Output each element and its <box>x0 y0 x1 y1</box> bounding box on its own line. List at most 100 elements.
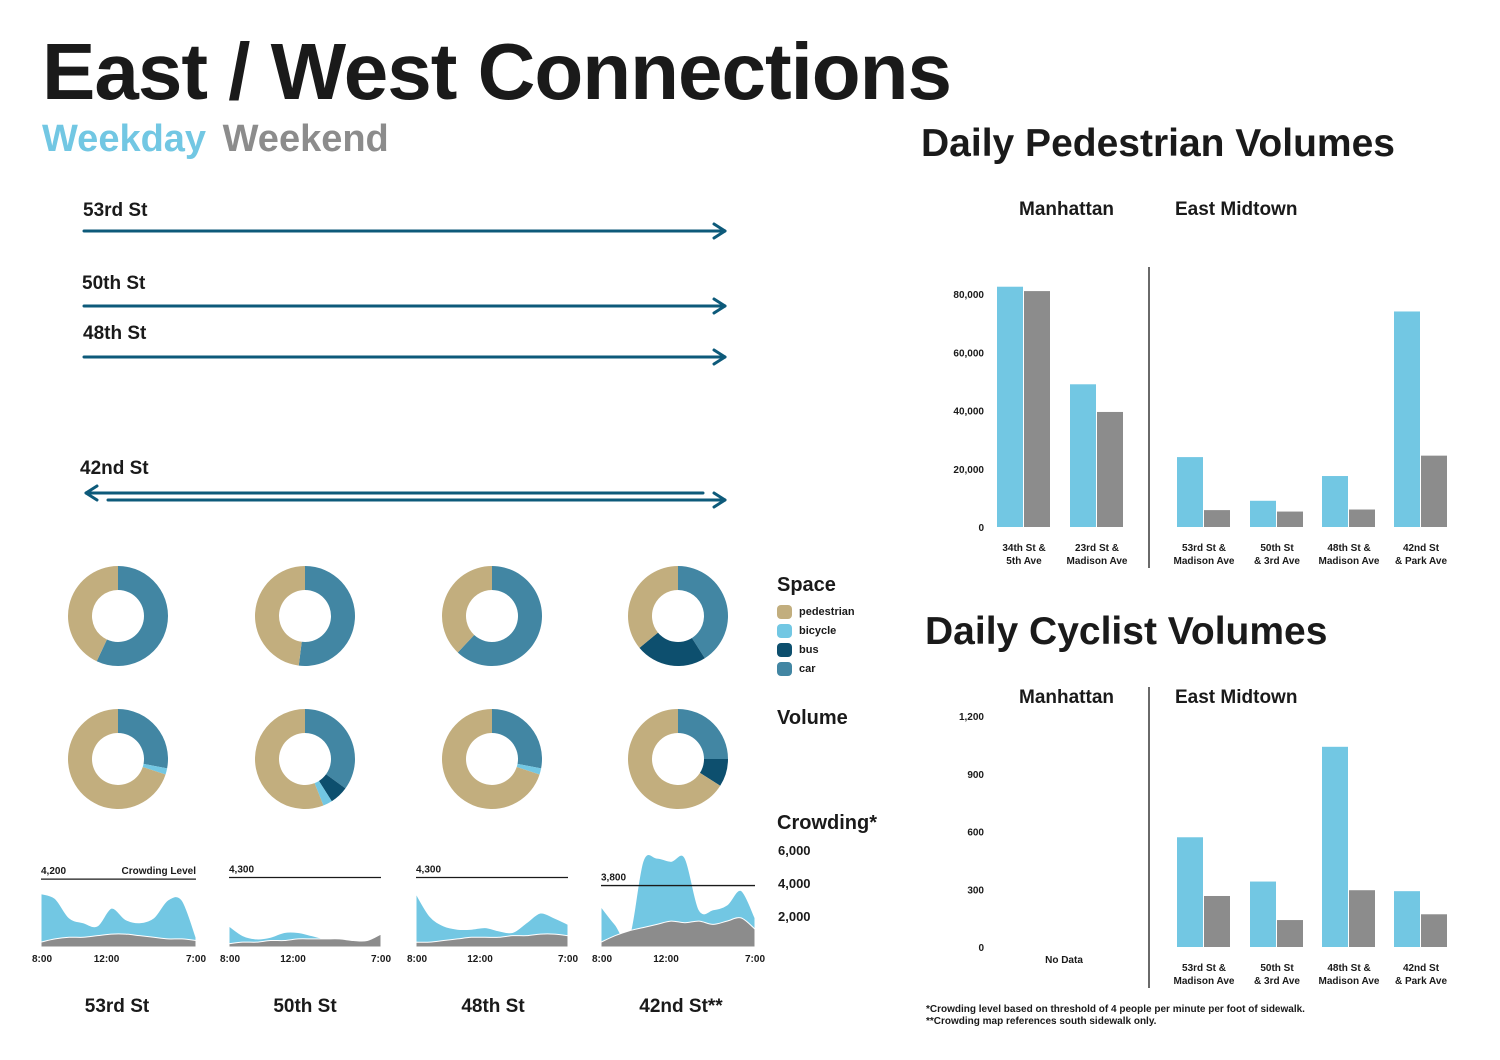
bar-weekday <box>1322 746 1348 947</box>
bar-weekend <box>1277 920 1303 947</box>
bar-weekend <box>1204 510 1230 527</box>
donut-slice-pedestrian <box>254 709 324 810</box>
y-tick-label: 60,000 <box>953 348 984 359</box>
bar-weekday <box>997 286 1023 527</box>
bar-category-label: 23rd St & <box>1075 543 1119 554</box>
bar-weekday <box>1322 476 1348 527</box>
bar-weekend <box>1024 291 1050 527</box>
bar-category-label: Madison Ave <box>1174 976 1235 987</box>
bar-category-label: Madison Ave <box>1319 556 1380 567</box>
bar-category-label: & 3rd Ave <box>1254 976 1300 987</box>
bar-category-label: 42nd St <box>1403 543 1440 554</box>
donut-slice-bicycle <box>516 763 542 775</box>
crowding-threshold-label: 3,800 <box>601 873 626 884</box>
street-label-48th: 48th St <box>83 323 147 344</box>
cyclist-chart-title: Daily Cyclist Volumes <box>925 610 1328 653</box>
street-arrows <box>82 222 727 509</box>
crowding-x-tick: 8:00 <box>32 954 52 965</box>
crowding-x-tick: 7:00 <box>371 954 391 965</box>
crowding-area-weekday <box>40 892 197 948</box>
crowding-threshold-label: 4,300 <box>229 864 254 875</box>
donut-slice-car <box>457 566 542 666</box>
bar-weekend <box>1277 511 1303 527</box>
crowding-threshold-label: 4,200 <box>41 866 66 877</box>
donut-volume-2 <box>254 708 355 810</box>
crowding-area-weekend <box>600 917 756 948</box>
legend-swatch-bicycle <box>777 624 792 638</box>
crowding-x-tick: 12:00 <box>467 954 493 965</box>
donut-slice-pedestrian <box>68 709 166 809</box>
legend-item-car: car <box>777 662 816 676</box>
legend-item-pedestrian: pedestrian <box>777 605 855 619</box>
crowding-x-tick: 12:00 <box>653 954 679 965</box>
bar-category-label: 50th St <box>1260 963 1294 974</box>
donut-slice-pedestrian <box>67 566 118 662</box>
day-type-tabs: Weekday Weekend <box>42 120 389 158</box>
donut-slice-bicycle <box>314 780 332 806</box>
arrow-48th-eastbound <box>82 348 727 366</box>
donut-slice-pedestrian <box>442 566 492 653</box>
legend-item-bus: bus <box>777 643 819 657</box>
legend-label-bus: bus <box>799 644 819 656</box>
bar-weekend <box>1421 455 1447 527</box>
column-label-50th: 50th St <box>273 996 337 1017</box>
donut-space-4 <box>628 566 728 666</box>
bar-weekday <box>1177 457 1203 527</box>
bar-category-label: 53rd St & <box>1182 963 1226 974</box>
bar-group-2: 50th St & 3rd Ave <box>1250 881 1303 987</box>
donut-slice-car <box>298 566 356 666</box>
legend-label-pedestrian: pedestrian <box>799 606 855 618</box>
bar-category-label: 42nd St <box>1403 963 1440 974</box>
bar-category-label: & 3rd Ave <box>1254 556 1300 567</box>
donut-charts <box>67 566 728 810</box>
y-tick-label: 40,000 <box>953 407 984 418</box>
donut-space-3 <box>442 566 542 666</box>
bar-group-3: 53rd St & Madison Ave <box>1174 457 1235 567</box>
arrow-50th-eastbound <box>82 297 727 315</box>
y-tick-label: 1,200 <box>959 712 984 723</box>
y-tick-label: 80,000 <box>953 290 984 301</box>
column-label-42nd: 42nd St** <box>639 996 723 1017</box>
bar-weekday <box>1250 500 1276 527</box>
tab-weekend[interactable]: Weekend <box>222 118 389 160</box>
legend-label-car: car <box>799 663 816 675</box>
y-tick-label: 0 <box>978 943 984 954</box>
pedestrian-bar-chart: 0 20,000 40,000 60,000 80,000 34th St & 5th Av… <box>953 267 1447 568</box>
footnote-crowding: *Crowding level based on threshold of 4 … <box>926 1004 1305 1015</box>
bar-group-4: 42nd St & Park Ave <box>1394 891 1447 987</box>
bar-weekday <box>1070 384 1096 527</box>
bar-group-2: 23rd St & Madison Ave <box>1067 384 1128 567</box>
y-tick-label: 20,000 <box>953 465 984 476</box>
arrow-53rd-eastbound <box>82 222 727 240</box>
bar-category-label: Madison Ave <box>1174 556 1235 567</box>
crowding-chart-1: 4,200 Crowding Level 8:00 12:00 7:00 <box>32 866 206 965</box>
arrow-42nd-eastbound <box>106 491 727 509</box>
crowding-chart-2: 4,300 8:00 12:00 7:00 <box>220 864 391 965</box>
y-tick-label: 600 <box>967 828 984 839</box>
bar-weekday <box>1177 837 1203 947</box>
crowding-x-tick: 8:00 <box>407 954 427 965</box>
crowding-x-tick: 8:00 <box>592 954 612 965</box>
tab-weekday[interactable]: Weekday <box>42 118 207 160</box>
cyclist-bar-chart: 0 300 600 900 1,200 53rd St & Madison Ave 50th … <box>959 687 1447 988</box>
bar-category-label: 48th St & <box>1327 543 1370 554</box>
crowding-charts: 4,200 Crowding Level 8:00 12:00 7:00 4,300 8:0… <box>32 853 765 965</box>
donut-slice-pedestrian <box>255 566 305 666</box>
bar-weekday <box>1394 891 1420 947</box>
donut-slice-bus <box>699 759 728 786</box>
crowding-level-label: Crowding Level <box>122 866 197 877</box>
cyclist-region-manhattan: Manhattan <box>1019 687 1114 708</box>
bar-category-label: Madison Ave <box>1319 976 1380 987</box>
legend-swatch-bus <box>777 643 792 657</box>
bar-weekend <box>1349 509 1375 527</box>
bar-weekend <box>1421 914 1447 947</box>
bar-category-label: 50th St <box>1260 543 1294 554</box>
bar-group-1: 53rd St & Madison Ave <box>1174 837 1235 987</box>
crowding-tick-2000: 2,000 <box>778 909 811 924</box>
donut-slice-car <box>678 566 728 659</box>
donut-volume-1 <box>68 709 168 809</box>
arrow-42nd-westbound <box>84 484 705 502</box>
y-tick-label: 900 <box>967 770 984 781</box>
crowding-chart-4: 3,800 8:00 12:00 7:00 <box>592 853 765 965</box>
bar-weekday <box>1394 311 1420 527</box>
